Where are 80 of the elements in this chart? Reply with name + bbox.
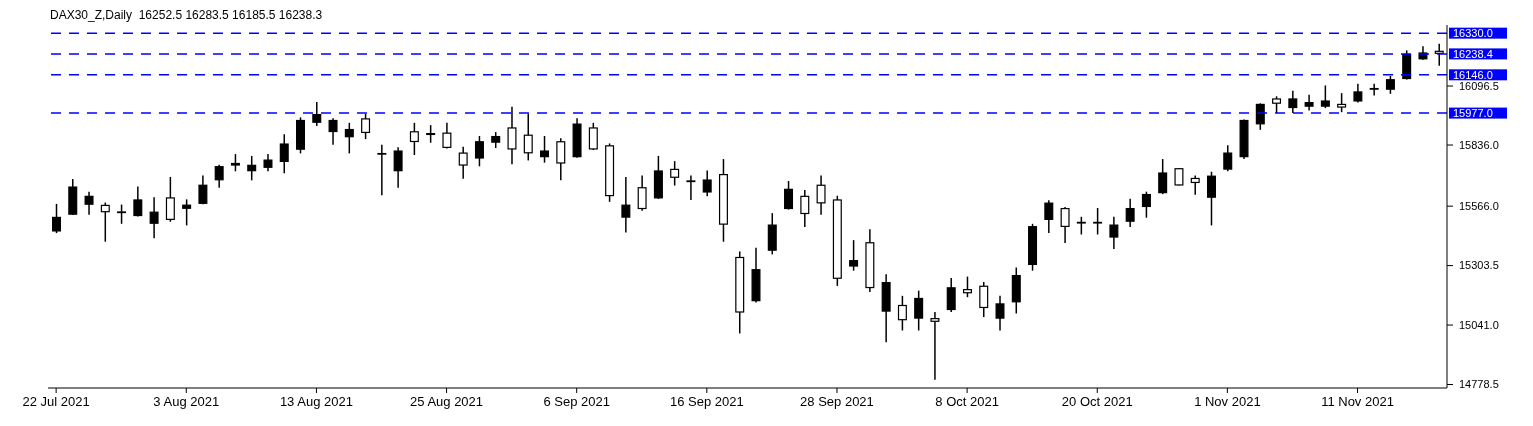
candlestick bbox=[1141, 190, 1151, 219]
x-tick-label: 28 Sep 2021 bbox=[800, 394, 874, 409]
ref-line-label: 16330.0 bbox=[1453, 27, 1493, 39]
candlestick bbox=[247, 155, 257, 182]
candlestick bbox=[540, 135, 550, 164]
x-tick-label: 6 Sep 2021 bbox=[543, 394, 610, 409]
candlestick bbox=[1288, 89, 1298, 114]
candlestick bbox=[686, 174, 696, 201]
candlestick bbox=[393, 146, 403, 189]
candlestick bbox=[1109, 216, 1119, 250]
candlestick bbox=[995, 295, 1005, 332]
x-tick-label: 11 Nov 2021 bbox=[1321, 394, 1394, 409]
candlestick bbox=[100, 201, 110, 243]
candlestick bbox=[182, 198, 192, 227]
candlestick bbox=[458, 146, 468, 180]
y-tick-label: 15041.0 bbox=[1459, 318, 1499, 331]
candlestick bbox=[1206, 170, 1216, 227]
candlestick bbox=[897, 295, 907, 332]
candlestick bbox=[1060, 206, 1070, 244]
candlestick bbox=[361, 113, 371, 140]
x-tick-label: 3 Aug 2021 bbox=[153, 394, 220, 409]
candlestick bbox=[377, 144, 387, 197]
ref-line-label: 16146.0 bbox=[1453, 68, 1493, 81]
ref-line-label: 16238.4 bbox=[1453, 47, 1493, 60]
candlestick bbox=[1093, 207, 1103, 236]
candlestick bbox=[1158, 158, 1168, 195]
y-tick-label: 15303.5 bbox=[1459, 259, 1499, 272]
candlestick bbox=[556, 137, 566, 182]
candlestick bbox=[1044, 199, 1054, 234]
candlestick bbox=[784, 180, 794, 211]
y-tick-label: 14778.5 bbox=[1459, 378, 1499, 391]
candlestick bbox=[588, 122, 598, 151]
candlestick bbox=[930, 311, 940, 381]
candlestick bbox=[1320, 84, 1330, 109]
candlestick bbox=[1223, 144, 1233, 173]
x-tick-label: 16 Sep 2021 bbox=[669, 394, 744, 409]
ref-line-label: 15977.0 bbox=[1453, 106, 1493, 119]
x-tick-label: 1 Nov 2021 bbox=[1194, 394, 1261, 409]
candlestick bbox=[1337, 92, 1347, 113]
candlestick bbox=[816, 174, 826, 216]
candlestick bbox=[637, 174, 647, 212]
candlestick bbox=[409, 122, 419, 156]
x-tick-label: 25 Aug 2021 bbox=[410, 394, 484, 409]
candlestick bbox=[52, 203, 61, 234]
candlestick bbox=[279, 133, 289, 175]
y-tick-label: 15566.0 bbox=[1459, 200, 1499, 213]
candlestick bbox=[214, 163, 224, 189]
candlestick bbox=[344, 122, 354, 155]
chart-title: DAX30_Z,Daily 16252.5 16283.5 16185.5 16238.3 bbox=[50, 8, 323, 22]
candlestick bbox=[84, 190, 94, 216]
candlestick bbox=[117, 203, 127, 225]
candlestick bbox=[165, 176, 175, 223]
x-tick-label: 20 Oct 2021 bbox=[1061, 394, 1133, 409]
y-tick-label: 15836.0 bbox=[1459, 138, 1499, 151]
x-tick-label: 13 Aug 2021 bbox=[279, 394, 353, 409]
candlestick bbox=[133, 185, 143, 218]
candlestick bbox=[149, 196, 159, 240]
candlestick bbox=[849, 239, 859, 272]
candlestick bbox=[800, 189, 810, 228]
candlestick bbox=[914, 289, 924, 332]
candlestick bbox=[1304, 94, 1314, 112]
candlestick bbox=[1125, 197, 1135, 228]
candlestick bbox=[946, 277, 956, 313]
y-tick-label: 16096.5 bbox=[1459, 79, 1499, 92]
candlestick bbox=[507, 106, 517, 166]
candlestick bbox=[702, 169, 712, 197]
candlestick bbox=[1190, 174, 1200, 196]
x-tick-label: 8 Oct 2021 bbox=[935, 394, 999, 409]
candlestick bbox=[328, 117, 338, 146]
x-tick-label: 22 Jul 2021 bbox=[22, 394, 90, 409]
candlestick bbox=[198, 174, 208, 206]
candlestick bbox=[670, 160, 680, 187]
candlestick bbox=[962, 275, 972, 298]
candlestick bbox=[523, 113, 533, 162]
candlestick bbox=[312, 101, 322, 127]
candlestick bbox=[979, 281, 989, 318]
candlestick bbox=[621, 176, 631, 234]
candlestick bbox=[442, 122, 452, 150]
candlestick bbox=[1369, 82, 1379, 97]
candlestick bbox=[474, 135, 484, 168]
